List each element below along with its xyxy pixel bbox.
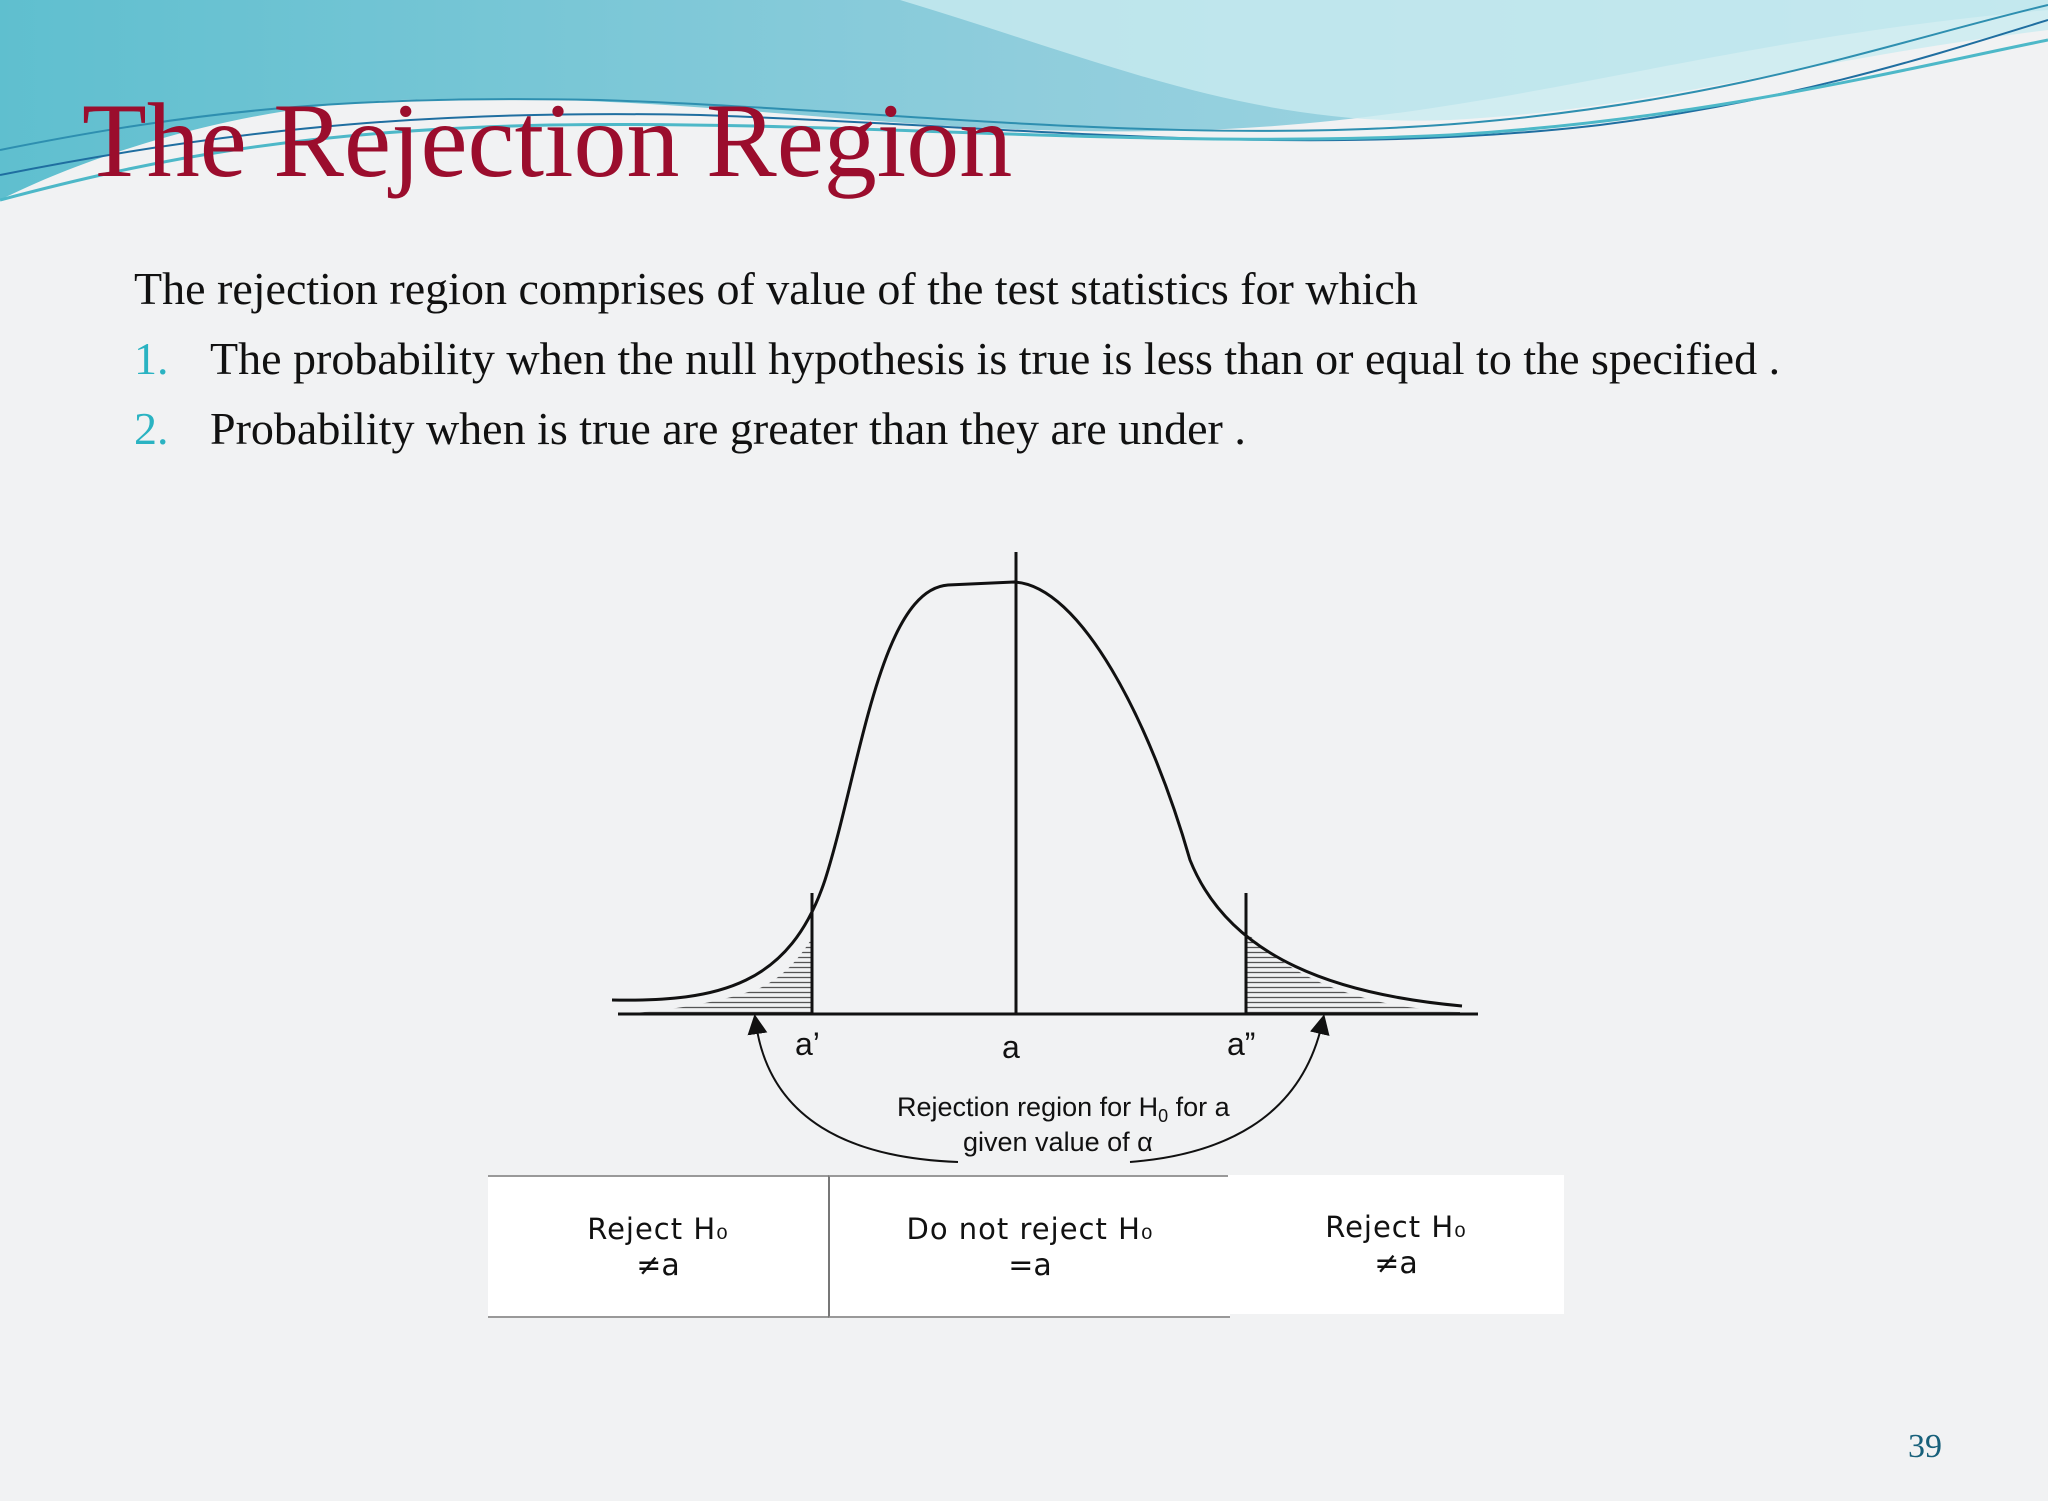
list-number: 2. bbox=[134, 403, 169, 454]
rejection-caption-line2: given value of α bbox=[963, 1127, 1153, 1157]
right-region-arrow bbox=[1129, 1014, 1330, 1163]
left-region-arrow bbox=[747, 1014, 959, 1163]
page-number: 39 bbox=[1908, 1428, 1942, 1465]
decision-cell-reject-right: Reject H₀ ≠a bbox=[1228, 1175, 1564, 1314]
rejection-caption-line1: Rejection region for H0 for a bbox=[897, 1092, 1231, 1126]
mean-label: a bbox=[1002, 1029, 1020, 1065]
slide-title: The Rejection Region bbox=[82, 82, 1013, 199]
decision-cell-do-not-reject: Do not reject H₀ =a bbox=[828, 1175, 1230, 1318]
list-text: Probability when is true are greater tha… bbox=[210, 403, 1246, 454]
intro-text: The rejection region comprises of value … bbox=[134, 263, 1418, 314]
bell-curve bbox=[611, 580, 1463, 1008]
decision-table: Reject H₀ ≠a Do not reject H₀ =a Reject … bbox=[488, 1175, 1564, 1318]
left-tail-shaded-area bbox=[618, 938, 812, 1014]
right-critical-label: a” bbox=[1227, 1026, 1255, 1062]
decision-cell-reject-left: Reject H₀ ≠a bbox=[488, 1175, 828, 1318]
right-tail-shaded-area bbox=[1246, 932, 1460, 1014]
header-wave-decoration bbox=[0, 0, 2048, 202]
list-text: The probability when the null hypothesis… bbox=[210, 333, 1781, 384]
list-number: 1. bbox=[134, 333, 169, 384]
left-critical-label: a’ bbox=[795, 1026, 820, 1062]
